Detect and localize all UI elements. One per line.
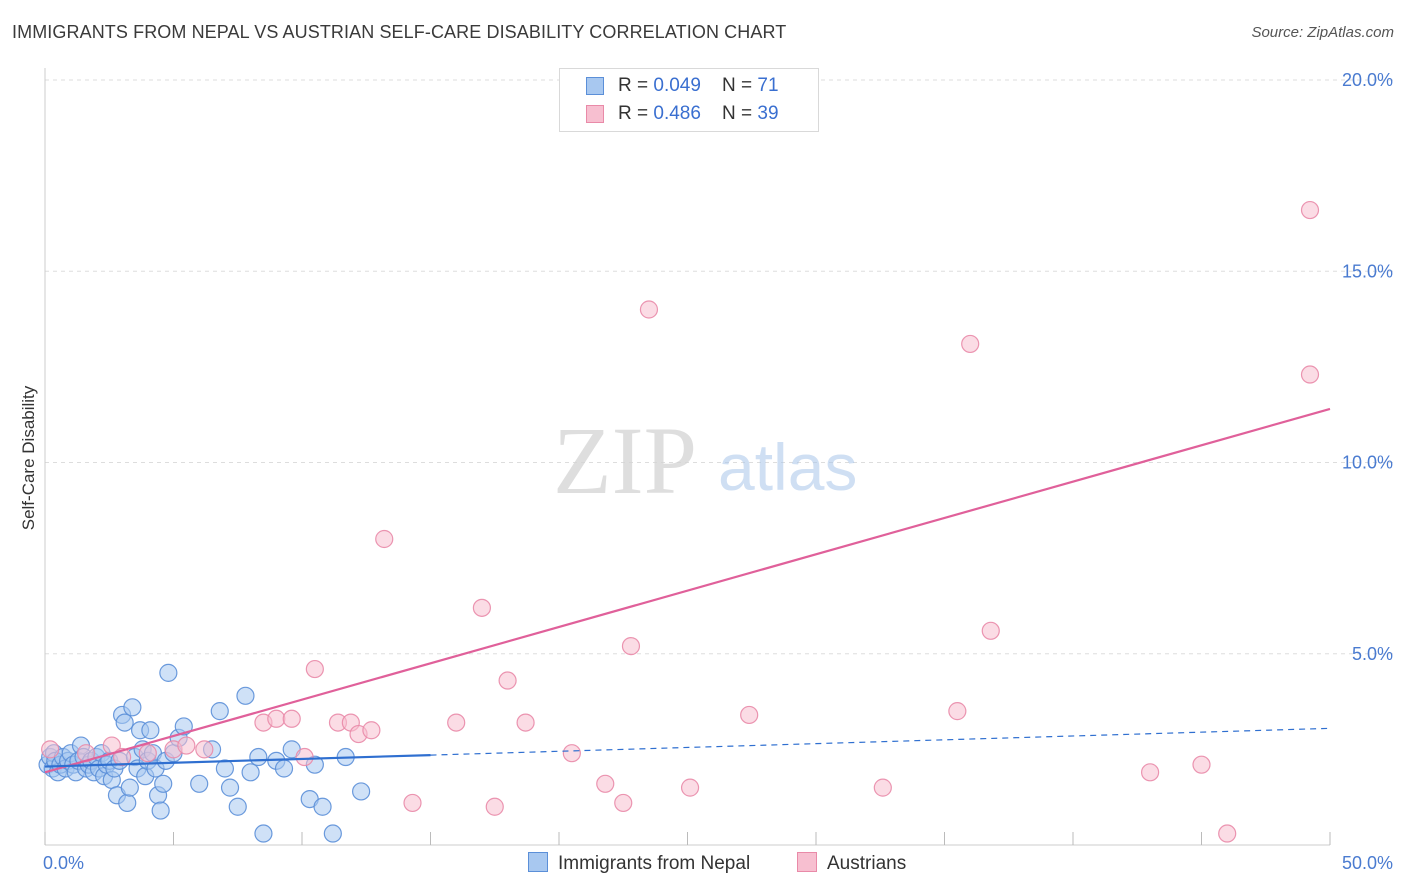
watermark-zip: ZIP [553, 407, 697, 514]
trend-lines [44, 407, 1331, 774]
austrians-point [562, 744, 581, 763]
legend-r-label: R = [618, 103, 654, 124]
austrians-point [282, 709, 301, 728]
austrians-point [621, 636, 641, 656]
legend-r-value: 0.486 [653, 103, 701, 124]
y-tick-label: 20.0% [1342, 70, 1393, 90]
austrians-point [177, 736, 196, 755]
nepal-point [274, 759, 294, 778]
y-axis-label: Self-Care Disability [19, 385, 38, 530]
austrians-point [614, 793, 633, 813]
nepal-trend-line-extension [430, 727, 1331, 756]
bottom-legend-nepal: Immigrants from Nepal [528, 852, 750, 875]
axis-layer [44, 68, 1331, 846]
source-credit: Source: ZipAtlas.com [1251, 24, 1394, 41]
nepal-trend-line [44, 754, 431, 768]
bottom-legend-swatch-austrians [797, 852, 817, 872]
y-tick-label: 5.0% [1352, 644, 1393, 664]
nepal-point [159, 663, 178, 682]
austrians-point [639, 300, 659, 319]
austrians-point [873, 778, 892, 797]
austrians-point [961, 334, 980, 354]
austrians-point [1140, 763, 1160, 782]
austrians-point [1300, 200, 1320, 220]
nepal-point [141, 721, 160, 740]
austrians-point [447, 713, 466, 732]
points-austrians [41, 200, 1320, 843]
legend-swatch-austrians [586, 105, 604, 123]
austrians-point [138, 744, 157, 763]
austrians-point [375, 529, 394, 549]
austrians-point [195, 740, 214, 759]
nepal-point [154, 774, 173, 793]
stats-legend: R = 0.049 N = 71 R = 0.486 N = 39 [559, 68, 819, 132]
x-tick-label: 50.0% [1342, 853, 1393, 873]
nepal-point [313, 797, 332, 816]
grid-layer [45, 79, 1395, 655]
x-tick-label: 0.0% [43, 853, 84, 873]
legend-r-label: R = [618, 75, 654, 96]
austrians-point [295, 747, 314, 767]
austrians-point [680, 778, 700, 797]
legend-n-label: N = [722, 103, 758, 124]
legend-n-value: 71 [757, 75, 779, 96]
chart-title: IMMIGRANTS FROM NEPAL VS AUSTRIAN SELF-C… [12, 22, 787, 42]
austrians-point [740, 705, 759, 725]
austrians-point [516, 713, 535, 732]
legend-r-value: 0.049 [653, 75, 701, 96]
austrians-point [1192, 755, 1211, 774]
bottom-legend-austrians: Austrians [797, 852, 906, 875]
austrians-point [305, 659, 324, 679]
nepal-point [249, 747, 268, 767]
nepal-point [241, 763, 260, 782]
austrians-point [403, 793, 422, 813]
nepal-point [220, 778, 240, 797]
nepal-point [352, 782, 371, 801]
y-tick-label: 10.0% [1342, 453, 1393, 473]
legend-n-value: 39 [757, 103, 779, 124]
bottom-legend-swatch-nepal [528, 852, 548, 872]
nepal-point [323, 824, 342, 843]
nepal-point [151, 801, 170, 820]
watermark-atlas: atlas [718, 430, 857, 504]
austrians-point [267, 709, 286, 728]
legend-n-label: N = [722, 75, 758, 96]
nepal-point [228, 797, 247, 816]
nepal-point [123, 698, 142, 717]
nepal-point [254, 824, 273, 843]
bottom-legend-label-nepal: Immigrants from Nepal [558, 853, 751, 874]
nepal-point [215, 759, 234, 778]
tick-labels: 5.0% 10.0% 15.0% 20.0% 0.0% 50.0% [43, 70, 1393, 873]
austrians-point [948, 702, 967, 721]
legend-swatch-nepal [586, 77, 604, 95]
watermark: ZIP atlas [553, 407, 857, 514]
nepal-point [190, 774, 209, 793]
austrians-trend-line [44, 407, 1331, 774]
bottom-legend-label-austrians: Austrians [827, 853, 907, 874]
austrians-point [981, 621, 1000, 640]
austrians-point [498, 671, 517, 690]
nepal-point [236, 686, 255, 705]
nepal-point [174, 717, 193, 736]
nepal-point [118, 793, 137, 813]
austrians-point [485, 797, 504, 816]
austrians-point [1218, 824, 1237, 843]
austrians-point [596, 774, 615, 793]
austrians-point [1300, 365, 1320, 384]
y-tick-label: 15.0% [1342, 261, 1393, 281]
nepal-point [120, 778, 139, 797]
nepal-point [115, 713, 134, 732]
nepal-point [210, 702, 229, 721]
austrians-point [41, 740, 60, 759]
austrians-point [362, 721, 381, 740]
austrians-point [472, 598, 491, 617]
